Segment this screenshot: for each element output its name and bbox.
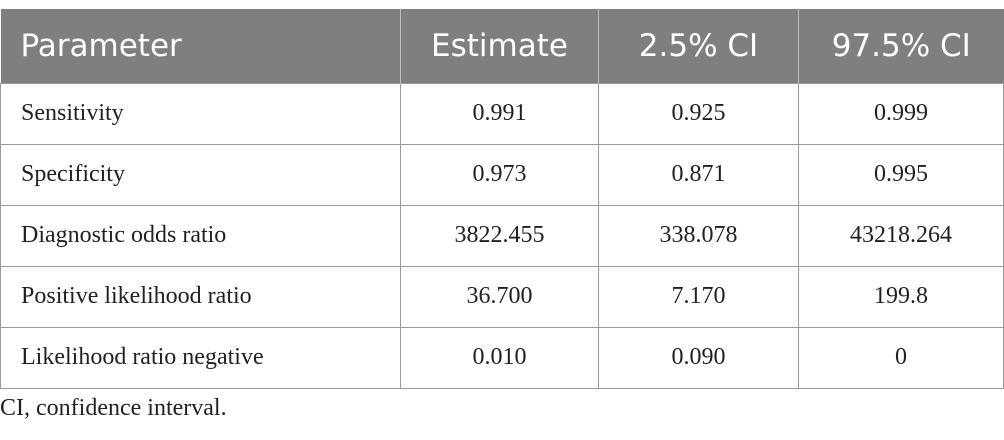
results-table-container: Parameter Estimate 2.5% CI 97.5% CI Sens… xyxy=(0,9,1004,389)
ci-lower-cell: 338.078 xyxy=(598,204,799,266)
table-footnote: CI, confidence interval. xyxy=(0,395,227,421)
table-body: Sensitivity 0.991 0.925 0.999 Specificit… xyxy=(0,82,1004,389)
parameter-cell: Specificity xyxy=(0,143,401,205)
results-table: Parameter Estimate 2.5% CI 97.5% CI Sens… xyxy=(0,9,1004,389)
estimate-cell: 36.700 xyxy=(400,265,599,327)
header-row: Parameter Estimate 2.5% CI 97.5% CI xyxy=(0,9,1004,83)
ci-upper-cell: 43218.264 xyxy=(798,204,1004,266)
estimate-cell: 0.010 xyxy=(400,326,599,389)
ci-upper-cell: 0.995 xyxy=(798,143,1004,205)
table-row: Positive likelihood ratio 36.700 7.170 1… xyxy=(0,265,1004,327)
ci-lower-cell: 0.925 xyxy=(598,82,799,144)
ci-lower-cell: 0.871 xyxy=(598,143,799,205)
parameter-cell: Sensitivity xyxy=(0,82,401,144)
table-row: Sensitivity 0.991 0.925 0.999 xyxy=(0,82,1004,144)
parameter-cell: Diagnostic odds ratio xyxy=(0,204,401,266)
ci-upper-cell: 0 xyxy=(798,326,1004,389)
table-row: Diagnostic odds ratio 3822.455 338.078 4… xyxy=(0,204,1004,266)
ci-upper-cell: 199.8 xyxy=(798,265,1004,327)
estimate-cell: 3822.455 xyxy=(400,204,599,266)
parameter-cell: Positive likelihood ratio xyxy=(0,265,401,327)
ci-upper-cell: 0.999 xyxy=(798,82,1004,144)
table-row: Likelihood ratio negative 0.010 0.090 0 xyxy=(0,326,1004,389)
header-ci-upper: 97.5% CI xyxy=(798,9,1004,83)
estimate-cell: 0.991 xyxy=(400,82,599,144)
parameter-cell: Likelihood ratio negative xyxy=(0,326,401,389)
table-header: Parameter Estimate 2.5% CI 97.5% CI xyxy=(0,9,1004,83)
header-ci-lower: 2.5% CI xyxy=(598,9,799,83)
ci-lower-cell: 7.170 xyxy=(598,265,799,327)
estimate-cell: 0.973 xyxy=(400,143,599,205)
header-estimate: Estimate xyxy=(400,9,599,83)
ci-lower-cell: 0.090 xyxy=(598,326,799,389)
header-parameter: Parameter xyxy=(20,27,182,64)
table-row: Specificity 0.973 0.871 0.995 xyxy=(0,143,1004,205)
